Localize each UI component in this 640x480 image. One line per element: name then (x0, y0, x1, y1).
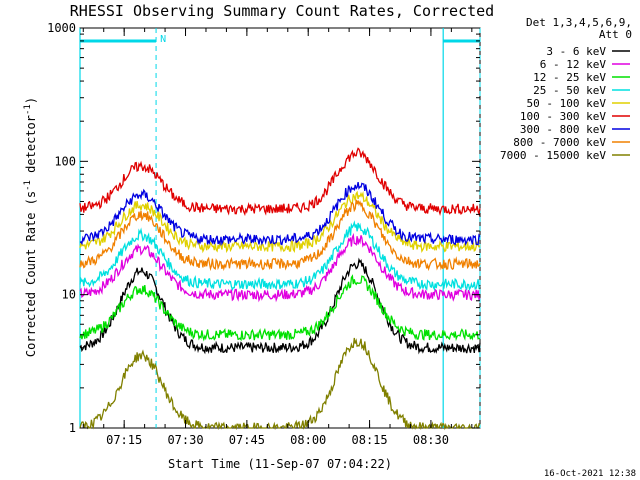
series-line-1 (79, 232, 481, 303)
series-line-5 (79, 147, 481, 217)
y-axis-label-tail: detector (24, 115, 38, 180)
legend-label-3: 25 - 50 keV (533, 84, 606, 97)
y-axis-label-exp2: -1 (23, 104, 33, 115)
series-line-4 (79, 190, 481, 254)
x-tick-label-2: 07:45 (229, 433, 265, 447)
footer-timestamp: 16-Oct-2021 12:38 (544, 469, 636, 479)
y-axis: 1 10 100 1000 (47, 21, 480, 435)
chart-title: RHESSI Observing Summary Count Rates, Co… (70, 2, 494, 20)
y-axis-label-main: Corrected Count Rate (s (24, 191, 38, 357)
y-tick-label-0: 1 (69, 421, 76, 435)
x-axis-label: Start Time (11-Sep-07 07:04:22) (168, 457, 392, 471)
plot-frame (79, 27, 481, 429)
series-line-8 (79, 337, 481, 431)
legend-label-5: 100 - 300 keV (520, 110, 606, 123)
y-tick-label-3: 1000 (47, 21, 76, 35)
legend-label-1: 6 - 12 keV (540, 58, 607, 71)
legend-label-7: 800 - 7000 keV (513, 136, 606, 149)
y-tick-label-2: 100 (54, 154, 76, 168)
legend-header-1: Att 0 (599, 28, 632, 41)
legend-label-8: 7000 - 15000 keV (500, 149, 606, 162)
series-line-7 (79, 199, 481, 272)
series-line-3 (79, 220, 481, 292)
x-axis: 07:15 07:30 07:45 08:00 08:15 08:30 (82, 28, 473, 447)
x-tick-label-3: 08:00 (290, 433, 326, 447)
y-axis-label-end: ) (24, 97, 38, 104)
series-line-0 (79, 257, 481, 355)
series-line-2 (79, 274, 481, 342)
x-tick-label-4: 08:15 (352, 433, 388, 447)
legend-header-0: Det 1,3,4,5,6,9, (526, 16, 632, 29)
y-tick-label-1: 10 (62, 288, 76, 302)
x-tick-label-1: 07:30 (167, 433, 203, 447)
x-tick-label-5: 08:30 (413, 433, 449, 447)
x-tick-label-0: 07:15 (106, 433, 142, 447)
series-line-6 (79, 181, 481, 246)
plot-area: N (79, 27, 481, 431)
y-axis-label-exp1: -1 (23, 180, 33, 191)
legend-label-4: 50 - 100 keV (527, 97, 607, 110)
legend-label-0: 3 - 6 keV (546, 45, 606, 58)
y-axis-label: Corrected Count Rate (s-1 detector-1) (23, 97, 38, 357)
legend-label-2: 12 - 25 keV (533, 71, 606, 84)
legend-label-6: 300 - 800 keV (520, 123, 606, 136)
annotation-0: N (160, 34, 166, 45)
